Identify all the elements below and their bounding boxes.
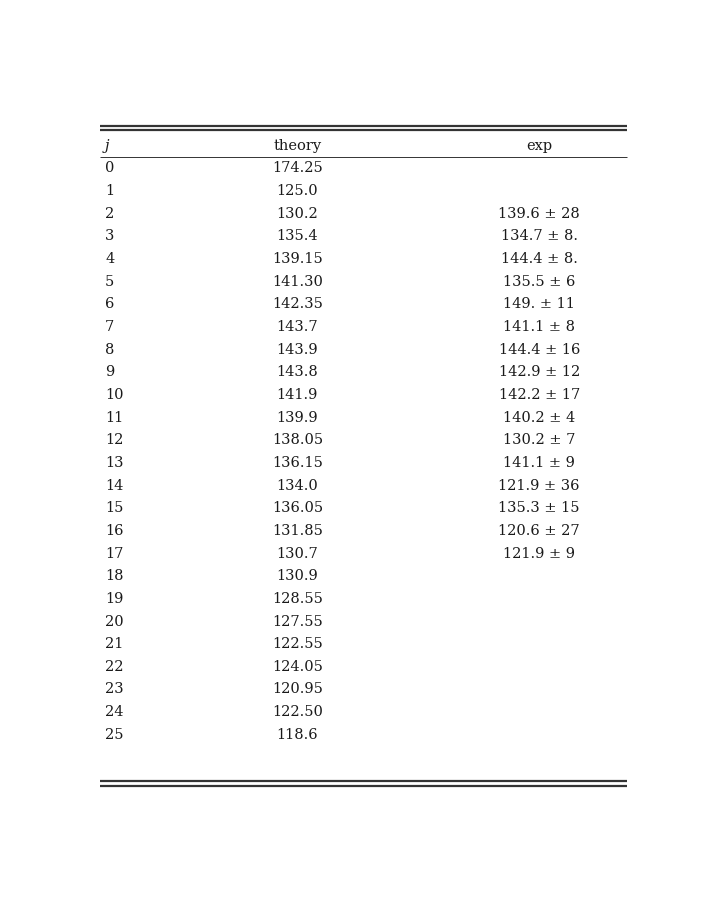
Text: 14: 14 [105, 479, 123, 492]
Text: 141.1 ± 9: 141.1 ± 9 [503, 456, 575, 470]
Text: 124.05: 124.05 [272, 660, 323, 674]
Text: 131.85: 131.85 [272, 524, 323, 538]
Text: 9: 9 [105, 365, 114, 379]
Text: 139.15: 139.15 [272, 252, 323, 266]
Text: 25: 25 [105, 727, 123, 742]
Text: 144.4 ± 16: 144.4 ± 16 [498, 343, 580, 357]
Text: 11: 11 [105, 411, 123, 424]
Text: 142.35: 142.35 [272, 297, 323, 311]
Text: 130.2 ± 7: 130.2 ± 7 [503, 433, 576, 448]
Text: 127.55: 127.55 [272, 614, 323, 629]
Text: 4: 4 [105, 252, 114, 266]
Text: 17: 17 [105, 546, 123, 561]
Text: 134.7 ± 8.: 134.7 ± 8. [501, 230, 578, 243]
Text: 122.50: 122.50 [272, 705, 323, 719]
Text: 1: 1 [105, 184, 114, 198]
Text: 136.05: 136.05 [272, 501, 323, 515]
Text: 144.4 ± 8.: 144.4 ± 8. [501, 252, 578, 266]
Text: 5: 5 [105, 274, 114, 289]
Text: 136.15: 136.15 [272, 456, 323, 470]
Text: 135.4: 135.4 [277, 230, 318, 243]
Text: 141.30: 141.30 [272, 274, 323, 289]
Text: 22: 22 [105, 660, 123, 674]
Text: 121.9 ± 36: 121.9 ± 36 [498, 479, 580, 492]
Text: j: j [105, 139, 110, 152]
Text: 8: 8 [105, 343, 114, 357]
Text: 15: 15 [105, 501, 123, 515]
Text: 135.5 ± 6: 135.5 ± 6 [503, 274, 576, 289]
Text: 3: 3 [105, 230, 114, 243]
Text: 130.7: 130.7 [277, 546, 318, 561]
Text: 118.6: 118.6 [277, 727, 318, 742]
Text: 139.6 ± 28: 139.6 ± 28 [498, 206, 580, 221]
Text: 125.0: 125.0 [277, 184, 318, 198]
Text: 142.9 ± 12: 142.9 ± 12 [498, 365, 580, 379]
Text: 149. ± 11: 149. ± 11 [503, 297, 575, 311]
Text: 122.55: 122.55 [272, 637, 323, 651]
Text: 174.25: 174.25 [272, 161, 323, 176]
Text: 120.95: 120.95 [272, 683, 323, 696]
Text: 143.8: 143.8 [277, 365, 318, 379]
Text: 141.1 ± 8: 141.1 ± 8 [503, 320, 575, 334]
Text: 143.7: 143.7 [277, 320, 318, 334]
Text: 143.9: 143.9 [277, 343, 318, 357]
Text: 23: 23 [105, 683, 124, 696]
Text: 18: 18 [105, 570, 123, 583]
Text: 6: 6 [105, 297, 114, 311]
Text: 13: 13 [105, 456, 123, 470]
Text: 19: 19 [105, 592, 123, 605]
Text: 142.2 ± 17: 142.2 ± 17 [498, 388, 580, 402]
Text: 130.2: 130.2 [277, 206, 318, 221]
Text: 139.9: 139.9 [277, 411, 318, 424]
Text: 134.0: 134.0 [277, 479, 318, 492]
Text: 2: 2 [105, 206, 114, 221]
Text: 128.55: 128.55 [272, 592, 323, 605]
Text: 10: 10 [105, 388, 123, 402]
Text: 141.9: 141.9 [277, 388, 318, 402]
Text: 24: 24 [105, 705, 123, 719]
Text: 16: 16 [105, 524, 123, 538]
Text: 135.3 ± 15: 135.3 ± 15 [498, 501, 580, 515]
Text: theory: theory [274, 139, 321, 152]
Text: 121.9 ± 9: 121.9 ± 9 [503, 546, 575, 561]
Text: 130.9: 130.9 [277, 570, 318, 583]
Text: 20: 20 [105, 614, 124, 629]
Text: 0: 0 [105, 161, 114, 176]
Text: exp: exp [526, 139, 552, 152]
Text: 138.05: 138.05 [272, 433, 323, 448]
Text: 12: 12 [105, 433, 123, 448]
Text: 7: 7 [105, 320, 114, 334]
Text: 21: 21 [105, 637, 123, 651]
Text: 120.6 ± 27: 120.6 ± 27 [498, 524, 580, 538]
Text: 140.2 ± 4: 140.2 ± 4 [503, 411, 575, 424]
